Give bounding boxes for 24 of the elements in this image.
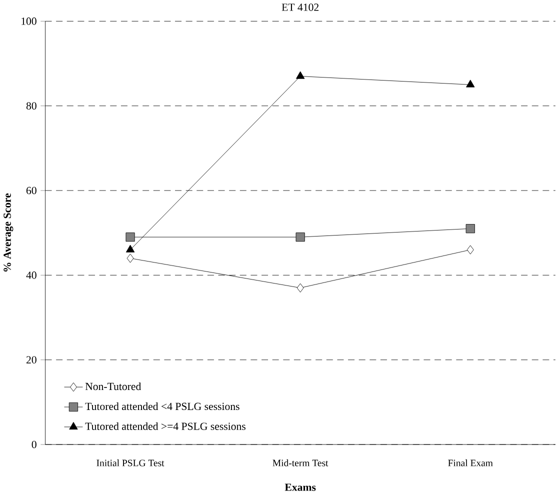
point xyxy=(296,232,305,242)
legend-label: Non-Tutored xyxy=(85,382,142,390)
point xyxy=(296,71,305,80)
legend-label: Tutored attended <4 PSLG sessions xyxy=(85,402,240,410)
y-tick-label: 100 xyxy=(22,18,36,26)
point xyxy=(126,245,135,253)
legend-label: Tutored attended >=4 PSLG sessions xyxy=(85,422,246,430)
x-tick-label: Final Exam xyxy=(448,460,493,467)
point xyxy=(466,80,475,88)
point xyxy=(126,232,135,242)
point xyxy=(296,284,304,293)
y-tick-label: 0 xyxy=(32,441,36,448)
y-tick-label: 20 xyxy=(26,356,36,364)
point xyxy=(466,245,474,255)
y-tick-label: 80 xyxy=(26,102,36,110)
x-tick-label: Mid-term Test xyxy=(272,460,328,467)
point xyxy=(126,254,134,264)
y-tick-label: 60 xyxy=(26,187,36,194)
chart-title: ET 4102 xyxy=(282,4,319,12)
x-axis-title: Exams xyxy=(284,484,316,492)
y-axis-title: % Average Score xyxy=(4,194,14,272)
point xyxy=(466,224,475,234)
y-tick-label: 40 xyxy=(26,272,36,280)
x-tick-label: Initial PSLG Test xyxy=(96,460,164,467)
